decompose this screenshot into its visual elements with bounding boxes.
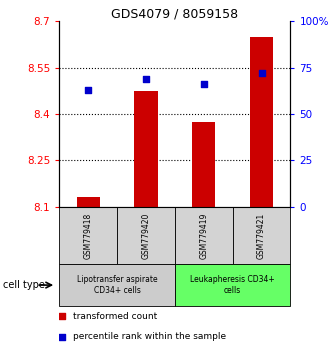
Point (59, 313, 64, 319)
Text: transformed count: transformed count (73, 312, 157, 320)
Bar (192, 122, 215, 207)
Point (59, 334, 64, 339)
Text: GSM779421: GSM779421 (257, 212, 266, 259)
Bar (175, 207, 233, 264)
Text: GSM779419: GSM779419 (199, 212, 208, 259)
Text: GSM779418: GSM779418 (84, 212, 93, 259)
Point (201, 81, 207, 87)
Text: Leukapheresis CD34+
cells: Leukapheresis CD34+ cells (190, 275, 275, 295)
Bar (59, 264, 175, 306)
Text: GSM779420: GSM779420 (142, 212, 150, 259)
Point (85, 87, 91, 93)
Bar (135, 91, 158, 207)
Bar (250, 37, 273, 207)
Text: cell type: cell type (3, 280, 45, 290)
Text: Lipotransfer aspirate
CD34+ cells: Lipotransfer aspirate CD34+ cells (77, 275, 157, 295)
Title: GDS4079 / 8059158: GDS4079 / 8059158 (111, 7, 239, 20)
Bar (117, 207, 175, 264)
Text: percentile rank within the sample: percentile rank within the sample (73, 332, 226, 341)
Point (259, 70, 264, 76)
Bar (175, 264, 290, 306)
Bar (59, 207, 117, 264)
Point (143, 76, 148, 81)
Bar (77, 198, 100, 207)
Bar (233, 207, 290, 264)
